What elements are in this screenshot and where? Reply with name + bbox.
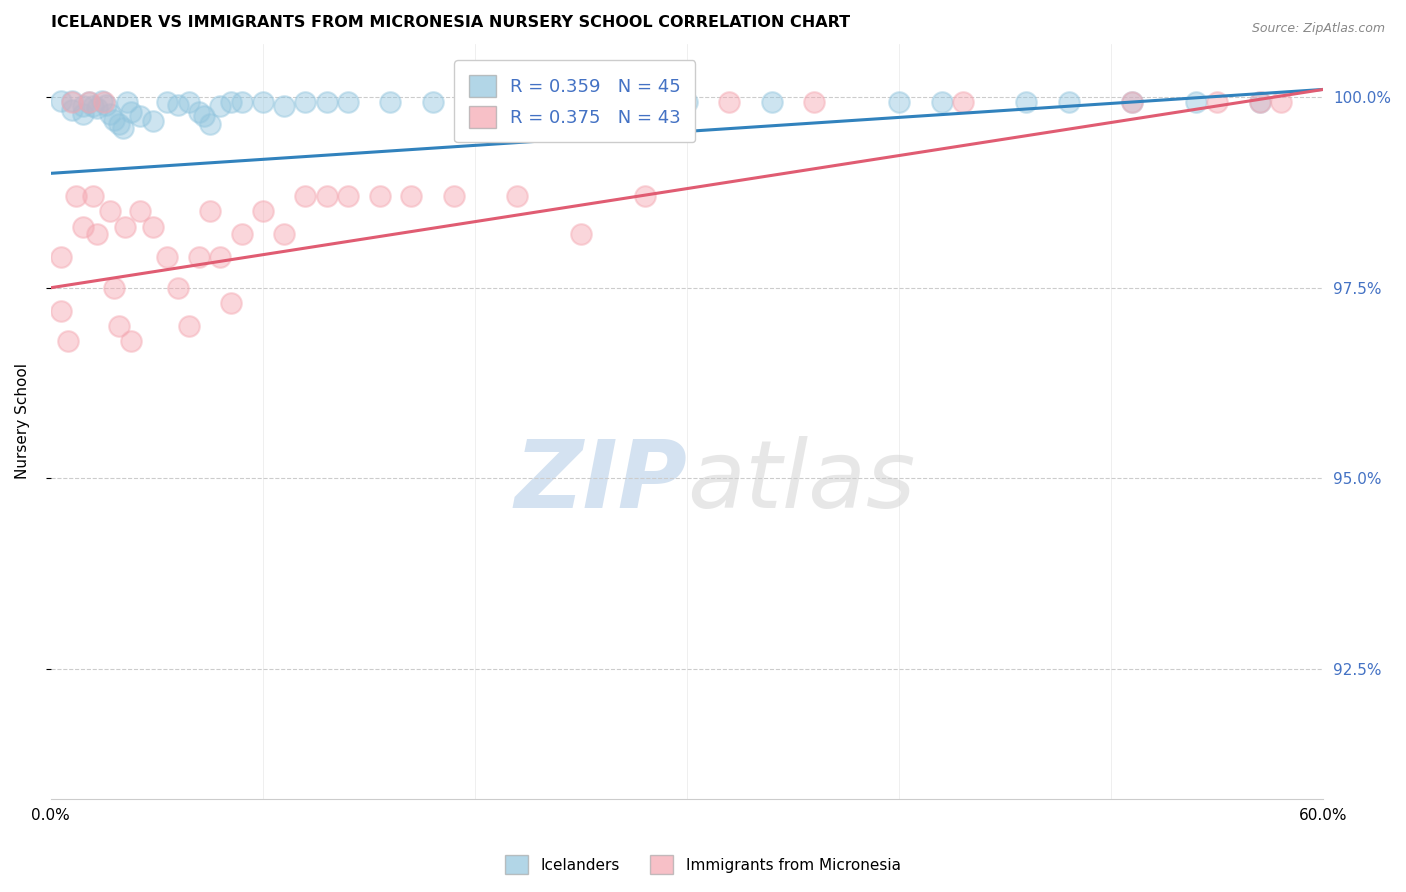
Point (115, 95, 138, 110)
Point (156, 250, 179, 264)
Point (315, 95, 337, 110)
Text: ZIP: ZIP (515, 435, 688, 528)
Point (401, 189, 423, 203)
Point (93, 95, 115, 110)
Point (51, 303, 73, 318)
Point (103, 112, 125, 127)
Point (86, 102, 108, 116)
Point (94, 97, 117, 112)
Point (188, 105, 211, 120)
Legend: R = 0.359   N = 45, R = 0.375   N = 43: R = 0.359 N = 45, R = 0.375 N = 43 (454, 61, 696, 142)
Point (1057, 95, 1080, 110)
Point (114, 219, 136, 234)
Point (198, 117, 221, 131)
Point (72, 107, 94, 121)
Point (142, 114, 165, 128)
Point (294, 189, 316, 203)
Point (633, 189, 655, 203)
Point (90, 94, 112, 108)
Point (98, 107, 121, 121)
Point (72, 99, 94, 113)
Point (422, 95, 444, 110)
Point (198, 204, 221, 219)
Point (1206, 95, 1229, 110)
Point (51, 94, 73, 108)
Point (111, 120, 134, 135)
Point (77, 95, 100, 110)
Point (336, 95, 359, 110)
Point (167, 281, 190, 295)
Point (1121, 95, 1143, 110)
Point (142, 219, 165, 234)
Point (1270, 95, 1292, 110)
Point (82, 189, 104, 203)
Point (209, 250, 232, 264)
Point (761, 95, 783, 110)
Point (120, 105, 142, 120)
Point (506, 189, 529, 203)
Point (1121, 95, 1143, 110)
Point (231, 95, 253, 110)
Point (718, 95, 741, 110)
Point (72, 219, 94, 234)
Point (315, 189, 337, 203)
Point (77, 95, 100, 110)
Point (120, 334, 142, 348)
Point (803, 95, 825, 110)
Point (219, 296, 242, 310)
Point (51, 250, 73, 264)
Point (219, 95, 242, 110)
Point (209, 99, 232, 113)
Point (633, 95, 655, 110)
Point (569, 227, 592, 242)
Point (56, 334, 79, 348)
Point (273, 227, 295, 242)
Text: ICELANDER VS IMMIGRANTS FROM MICRONESIA NURSERY SCHOOL CORRELATION CHART: ICELANDER VS IMMIGRANTS FROM MICRONESIA … (51, 15, 851, 30)
Point (676, 95, 699, 110)
Point (65, 189, 87, 203)
Legend: Icelanders, Immigrants from Micronesia: Icelanders, Immigrants from Micronesia (499, 849, 907, 880)
Point (60, 95, 83, 110)
Point (336, 189, 359, 203)
Point (1249, 95, 1271, 110)
Point (273, 99, 295, 113)
Point (129, 204, 152, 219)
Point (107, 318, 129, 333)
Point (156, 95, 179, 110)
Point (1185, 95, 1208, 110)
Point (82, 99, 104, 113)
Point (107, 117, 129, 131)
Text: atlas: atlas (688, 436, 915, 527)
Point (464, 95, 486, 110)
Y-axis label: Nursery School: Nursery School (15, 363, 30, 479)
Point (177, 318, 200, 333)
Point (98, 204, 121, 219)
Point (60, 94, 83, 108)
Point (252, 204, 274, 219)
Point (177, 95, 200, 110)
Point (887, 95, 910, 110)
Point (129, 109, 152, 123)
Point (1015, 95, 1038, 110)
Text: Source: ZipAtlas.com: Source: ZipAtlas.com (1251, 22, 1385, 36)
Point (60, 103, 83, 117)
Point (952, 95, 974, 110)
Point (368, 189, 391, 203)
Point (86, 227, 108, 242)
Point (231, 227, 253, 242)
Point (167, 97, 190, 112)
Point (252, 95, 274, 110)
Point (294, 95, 316, 110)
Point (443, 189, 465, 203)
Point (193, 109, 215, 123)
Point (188, 250, 211, 264)
Point (103, 281, 125, 295)
Point (931, 95, 953, 110)
Point (378, 95, 401, 110)
Point (1249, 95, 1271, 110)
